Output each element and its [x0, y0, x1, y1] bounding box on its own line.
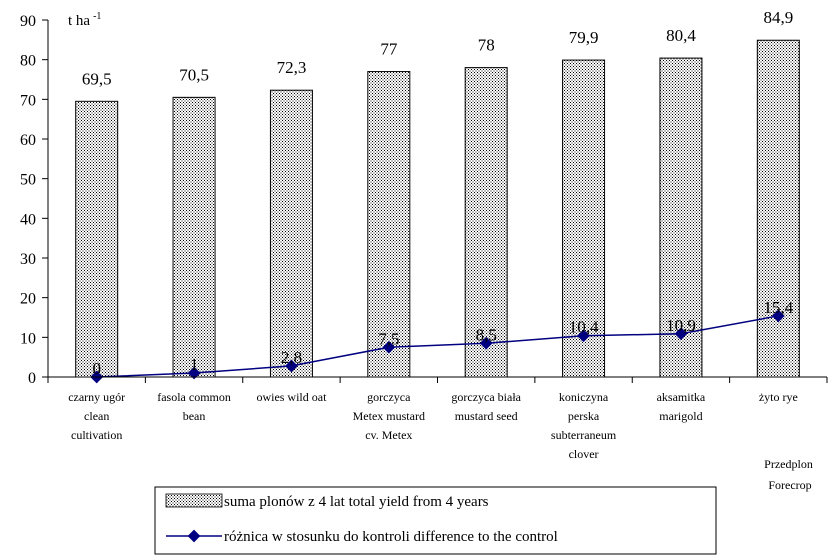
bar: [756, 39, 800, 378]
bar-value-label: 69,5: [82, 69, 112, 88]
line-value-label: 7,5: [378, 329, 399, 348]
bar: [659, 57, 703, 378]
bar-value-label: 79,9: [569, 28, 599, 47]
legend-bar-label: suma plonów z 4 lat total yield from 4 y…: [224, 494, 489, 510]
x-category-label: fasola common bean: [157, 390, 231, 423]
y-axis-ticks: 0 10 20 30 40 50 60 70 80 90: [20, 13, 48, 387]
line-point: [479, 336, 493, 350]
bar-value-labels: 69,5 70,5 72,3 77 78 79,9 80,4 84,9: [82, 8, 793, 88]
bar: [269, 89, 313, 378]
y-tick-label: 0: [28, 370, 36, 387]
bar: [75, 100, 119, 378]
bar-value-label: 72,3: [277, 58, 307, 77]
legend-bar-swatch: [165, 493, 223, 508]
x-category-label: aksamitka marigold: [657, 390, 706, 423]
y-tick-label: 50: [20, 172, 36, 189]
line-value-label: 10,4: [569, 318, 599, 337]
y-tick-label: 60: [20, 132, 36, 149]
x-category-label: koniczyna perska subterraneum clover: [551, 390, 617, 461]
x-category-label: gorczyca biała mustard seed: [451, 390, 521, 423]
y-tick-label: 80: [20, 53, 36, 70]
line-value-label: 1: [190, 355, 199, 374]
line-value-labels: 0 1 2,8 7,5 8,5 10,4 10,9 15,4: [92, 298, 793, 378]
y-tick-label: 90: [20, 13, 36, 30]
bar: [562, 59, 606, 378]
bar: [172, 96, 216, 378]
axes: [47, 20, 828, 383]
x-axis-category-labels: czarny ugór clean cultivation fasola common…: [68, 390, 798, 461]
bar: [464, 67, 508, 378]
line-value-label: 2,8: [281, 348, 302, 367]
line-point: [187, 366, 201, 380]
line-point: [382, 340, 396, 354]
legend-box: [154, 486, 717, 555]
bar-value-label: 80,4: [666, 26, 696, 45]
bar-value-label: 77: [380, 40, 398, 59]
line-point: [285, 359, 298, 373]
bar-value-label: 84,9: [763, 8, 793, 27]
x-axis-title: Przedplon Forecrop: [764, 457, 816, 492]
x-category-label: owies wild oat: [256, 390, 327, 404]
bar-value-label: 70,5: [179, 65, 209, 84]
line-value-label: 15,4: [763, 298, 793, 317]
difference-line: [96, 315, 779, 378]
unit-label: t ha -1: [68, 11, 101, 29]
line-value-label: 10,9: [666, 316, 696, 335]
x-category-label: czarny ugór clean cultivation: [68, 390, 125, 442]
y-tick-label: 30: [20, 251, 36, 268]
legend-line-label: różnica w stosunku do kontroli differenc…: [224, 529, 558, 545]
y-tick-label: 10: [20, 330, 36, 347]
line-value-label: 8,5: [476, 325, 497, 344]
y-tick-label: 70: [20, 92, 36, 109]
x-category-label: żyto rye: [759, 390, 798, 404]
legend: suma plonów z 4 lat total yield from 4 y…: [154, 486, 717, 555]
bar: [367, 71, 411, 378]
bar-value-label: 78: [478, 36, 495, 55]
x-category-label: gorczyca Metex mustard cv. Metex: [353, 390, 425, 442]
y-tick-label: 40: [20, 211, 36, 228]
y-tick-label: 20: [20, 291, 36, 308]
line-value-label: 0: [92, 359, 101, 378]
